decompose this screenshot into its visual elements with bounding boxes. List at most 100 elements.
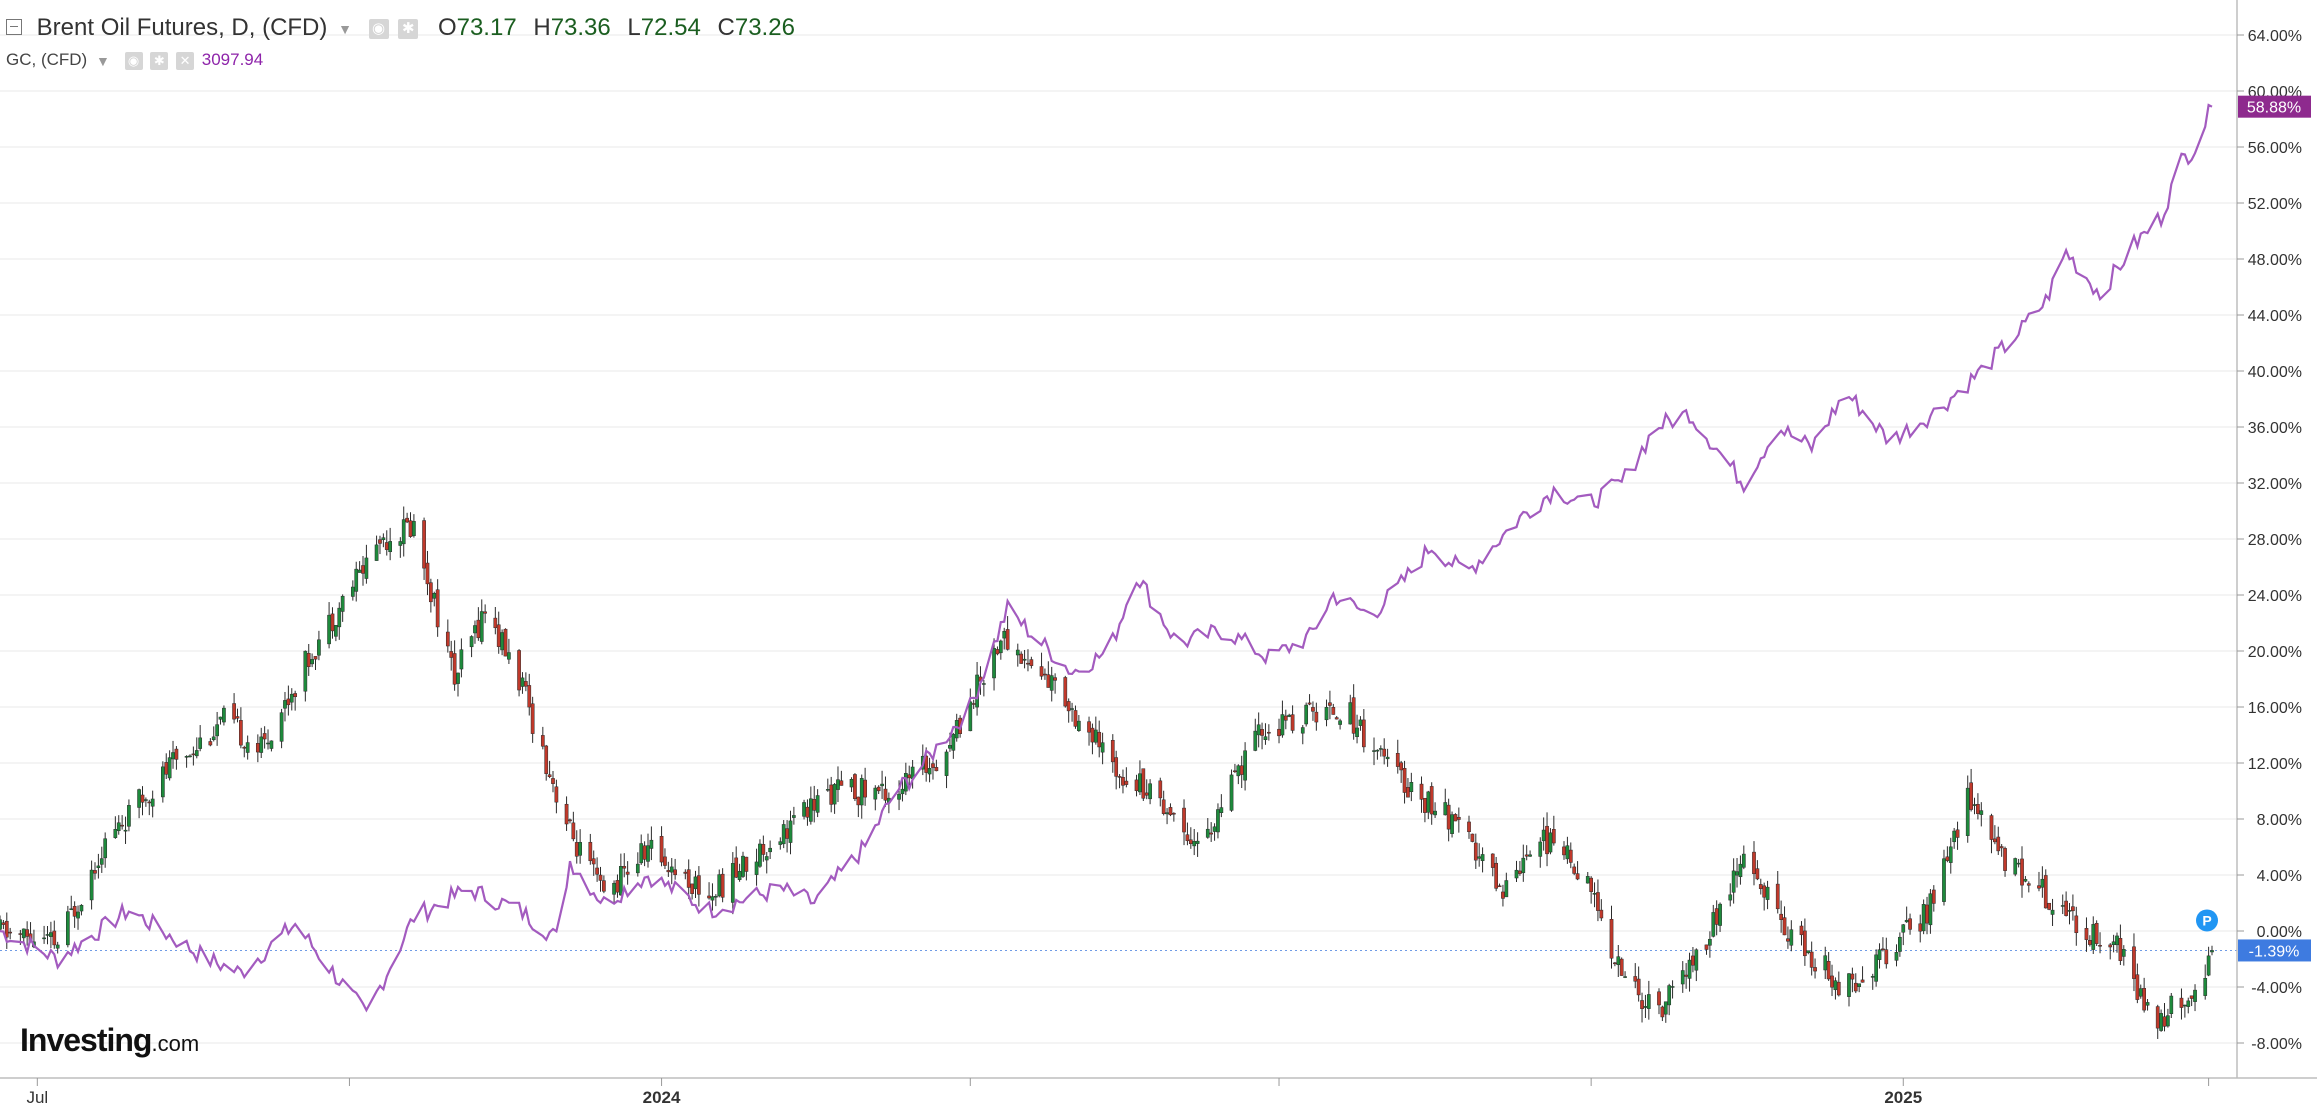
candle-body bbox=[2084, 928, 2089, 940]
brent-candle bbox=[2169, 993, 2174, 1018]
candle-body bbox=[2091, 924, 2096, 950]
brent-candle bbox=[591, 850, 596, 876]
chevron-down-icon[interactable]: ▼ bbox=[338, 20, 352, 37]
brent-candle bbox=[1738, 855, 1743, 885]
candle-body bbox=[1545, 825, 1549, 855]
eye-icon[interactable]: ◉ bbox=[368, 18, 389, 39]
brent-candle bbox=[1514, 860, 1519, 883]
brent-candle bbox=[1114, 750, 1119, 790]
candle-body bbox=[1158, 780, 1163, 799]
candle-body bbox=[2088, 940, 2092, 945]
candle-body bbox=[713, 895, 718, 898]
candle-body bbox=[815, 795, 820, 813]
brent-candle bbox=[588, 833, 593, 865]
y-tick-label: 16.00% bbox=[2248, 700, 2302, 717]
candle-body bbox=[1385, 756, 1390, 760]
brent-candle bbox=[144, 797, 148, 807]
candle-body bbox=[1138, 773, 1142, 793]
brent-candle bbox=[188, 754, 192, 758]
candle-body bbox=[1243, 750, 1247, 781]
candle-body bbox=[1049, 675, 1054, 691]
candle-body bbox=[1718, 903, 1722, 926]
candle-body bbox=[147, 801, 152, 804]
x-axis-ticks[interactable]: Jul 2024 2025 bbox=[26, 1078, 2210, 1107]
candle-body bbox=[150, 798, 155, 807]
candle-body bbox=[1660, 1006, 1665, 1018]
compare-symbol-title[interactable]: GC, (CFD) bbox=[6, 50, 88, 69]
brent-candle bbox=[1813, 958, 1817, 979]
brent-candle bbox=[792, 806, 796, 825]
price-marker-circle[interactable] bbox=[2196, 909, 2218, 932]
compare-series-legend[interactable]: GC, (CFD) ▼ ◉ ✱ ✕ 3097.94 bbox=[6, 50, 263, 70]
candle-body bbox=[2067, 910, 2072, 912]
candle-body bbox=[1836, 981, 1841, 996]
price-marker-icon[interactable]: P bbox=[2196, 909, 2218, 932]
brent-candle bbox=[1969, 768, 1973, 812]
y-axis-ticks[interactable]: 64.00%60.00%56.00%52.00%48.00%44.00%40.0… bbox=[2237, 28, 2302, 1053]
candle-body bbox=[1450, 814, 1454, 834]
candle-body bbox=[2016, 862, 2021, 865]
brent-candle bbox=[1609, 905, 1614, 969]
brent-candle bbox=[1646, 980, 1651, 1020]
candle-body bbox=[568, 819, 572, 822]
brent-candle bbox=[456, 672, 460, 697]
candle-body bbox=[934, 767, 939, 772]
brent-candle bbox=[1596, 879, 1600, 922]
brent-candle bbox=[927, 757, 932, 783]
brent-candle bbox=[1266, 724, 1271, 741]
chevron-down-icon[interactable]: ▼ bbox=[95, 52, 110, 69]
collapse-legend-icon[interactable] bbox=[6, 18, 22, 35]
brent-candle bbox=[564, 796, 569, 831]
brent-candle bbox=[1290, 705, 1295, 734]
eye-icon[interactable]: ◉ bbox=[124, 51, 143, 70]
brent-candle bbox=[730, 852, 735, 915]
candle-body bbox=[1277, 728, 1281, 737]
brent-candle bbox=[1361, 709, 1366, 753]
low-label: L bbox=[627, 14, 641, 41]
close-icon[interactable]: ✕ bbox=[176, 51, 195, 70]
candle-body bbox=[741, 855, 745, 877]
candle-body bbox=[1419, 783, 1424, 800]
brent-candle bbox=[211, 726, 216, 742]
candle-body bbox=[876, 786, 881, 792]
brent-candle bbox=[1599, 899, 1604, 922]
brent-candle bbox=[76, 905, 80, 930]
brent-candle bbox=[208, 738, 213, 747]
brent-candle bbox=[876, 785, 881, 795]
brent-candle bbox=[116, 815, 121, 835]
brent-candle bbox=[758, 839, 762, 868]
candle-body bbox=[1643, 1006, 1648, 1008]
candle-body bbox=[191, 753, 196, 756]
candle-body bbox=[4, 920, 9, 938]
brent-candle bbox=[544, 744, 549, 781]
candle-body bbox=[1338, 720, 1342, 725]
candle-body bbox=[764, 856, 769, 861]
candle-body bbox=[361, 565, 365, 574]
brent-candle bbox=[8, 927, 13, 940]
candle-body bbox=[1884, 949, 1889, 965]
candle-body bbox=[802, 802, 806, 817]
candle-body bbox=[1266, 731, 1271, 734]
candle-body bbox=[659, 836, 664, 863]
brent-candle bbox=[744, 856, 749, 881]
candle-body bbox=[1263, 736, 1268, 741]
main-series-legend[interactable]: Brent Oil Futures, D, (CFD) ▼ ◉ ✱ O73.17… bbox=[6, 14, 795, 42]
gear-icon[interactable]: ✱ bbox=[398, 18, 419, 39]
candle-body bbox=[425, 562, 430, 585]
candle-body bbox=[781, 824, 786, 845]
brent-candle bbox=[2084, 917, 2089, 952]
main-symbol-title[interactable]: Brent Oil Futures, D, (CFD) bbox=[36, 14, 328, 41]
brent-candle bbox=[1894, 944, 1899, 967]
candle-body bbox=[1066, 701, 1071, 712]
gold-line-series bbox=[0, 103, 2213, 1013]
candle-body bbox=[317, 639, 321, 656]
candle-body bbox=[2037, 885, 2041, 889]
candle-body bbox=[1423, 797, 1427, 813]
candle-body bbox=[1996, 836, 2001, 852]
gear-icon[interactable]: ✱ bbox=[150, 51, 169, 70]
candle-body bbox=[1565, 845, 1570, 860]
candle-body bbox=[340, 595, 345, 612]
brent-candle bbox=[1908, 913, 1912, 935]
brent-candle bbox=[547, 760, 552, 779]
